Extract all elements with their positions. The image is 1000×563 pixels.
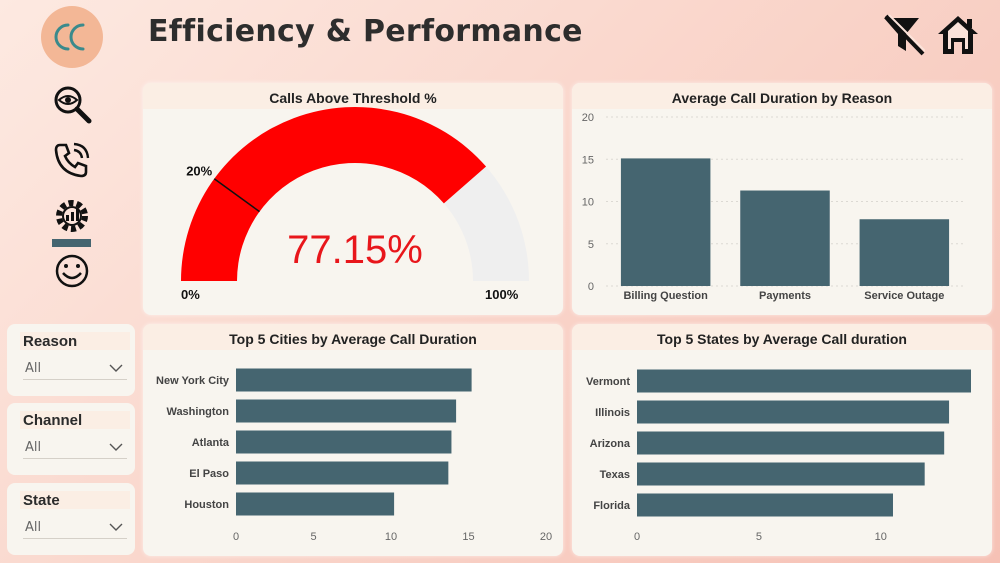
x-tick-label: 15 [462,531,474,543]
x-tick-label: 10 [875,531,887,543]
y-tick-label: Arizona [590,438,631,450]
gauge-value: 77.15% [287,228,423,272]
slicer-label: State [20,491,130,509]
slicer-label: Channel [20,411,130,429]
gauge-target-marker [213,178,260,213]
gauge-fill [181,107,487,281]
filter-off-icon[interactable] [881,13,925,57]
cities-bar-chart: New York City Washington Atlanta El Paso Hou… [156,368,552,543]
nav-active-indicator [52,239,91,247]
bar [236,399,457,423]
card-title: Average Call Duration by Reason [572,83,992,109]
gauge-card: Calls Above Threshold % 20% 77.15% 0% 10… [143,83,563,315]
y-tick-label: 5 [588,239,594,251]
chevron-down-icon [109,443,123,451]
bar [236,461,449,485]
card-title: Top 5 States by Average Call duration [572,324,992,350]
slicer-channel: Channel All [7,403,135,475]
y-tick-label: 10 [582,197,594,209]
gauge-chart[interactable]: 20% 77.15% 0% 100% [143,83,563,315]
cc-logo [54,23,85,51]
y-tick-label: El Paso [189,468,229,480]
reason-bar-chart: 0 5 10 15 20 Billing Question Payments Service … [582,112,964,302]
gear-chart-icon[interactable] [52,196,92,236]
card-title: Top 5 Cities by Average Call Duration [143,324,563,350]
bar [236,492,395,516]
y-tick-label: Illinois [595,407,630,419]
bar [236,430,452,454]
chevron-down-icon [109,364,123,372]
gauge-min-label: 0% [181,287,200,302]
y-tick-label: New York City [156,375,230,387]
y-tick-label: 0 [588,281,594,293]
states-bar-chart: Vermont Illinois Arizona Texas Florida 0 5 10 [586,369,971,543]
gauge-target-label: 20% [186,164,212,179]
state-dropdown[interactable]: All [23,517,127,539]
gauge-max-label: 100% [485,287,519,302]
bar [637,493,893,517]
page-title: Efficiency & Performance [148,14,583,49]
home-icon[interactable] [936,13,980,57]
x-tick-label: 5 [756,531,762,543]
x-tick-label: 10 [385,531,397,543]
chevron-down-icon [109,523,123,531]
x-tick-label: Billing Question [623,290,708,302]
y-tick-label: Atlanta [192,437,230,449]
bar [637,400,950,424]
y-tick-label: Houston [184,499,229,511]
y-tick-label: Washington [166,406,229,418]
x-tick-label: 0 [233,531,239,543]
x-tick-label: Payments [759,290,811,302]
x-tick-label: 0 [634,531,640,543]
y-tick-label: 15 [582,154,594,166]
x-tick-label: 5 [310,531,316,543]
channel-dropdown[interactable]: All [23,437,127,459]
bar [740,190,830,286]
logo [41,6,103,68]
magnifier-eye-icon[interactable] [52,84,92,124]
bar [620,158,711,286]
dropdown-value: All [25,361,42,376]
reason-dropdown[interactable]: All [23,358,127,380]
bar [637,369,971,393]
bar [637,462,925,486]
y-tick-label: 20 [582,112,594,124]
smiley-icon[interactable] [52,251,92,291]
x-tick-label: Service Outage [864,290,944,302]
bar [859,219,950,286]
bar [637,431,945,455]
x-tick-label: 20 [540,531,552,543]
card-title: Calls Above Threshold % [143,83,563,109]
states-chart-card: Top 5 States by Average Call duration Ve… [572,324,992,556]
slicer-state: State All [7,483,135,555]
phone-call-icon[interactable] [52,140,92,180]
bar [236,368,472,392]
dropdown-value: All [25,440,42,455]
y-tick-label: Texas [600,469,630,481]
y-tick-label: Vermont [586,376,630,388]
slicer-reason: Reason All [7,324,135,396]
reason-chart-card: Average Call Duration by Reason 0 5 10 15 20… [572,83,992,315]
cities-chart-card: Top 5 Cities by Average Call Duration Ne… [143,324,563,556]
slicer-label: Reason [20,332,130,350]
y-tick-label: Florida [593,500,631,512]
dropdown-value: All [25,520,42,535]
